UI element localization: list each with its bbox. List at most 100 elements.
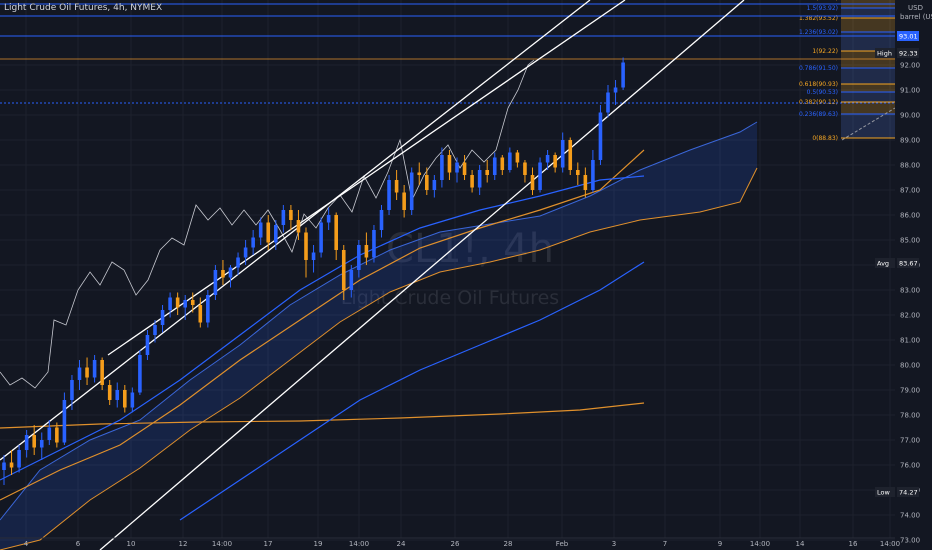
candle-body bbox=[326, 215, 331, 223]
candle-body bbox=[440, 155, 444, 180]
grid bbox=[0, 0, 895, 541]
candle bbox=[100, 357, 104, 390]
moving-average-mid bbox=[0, 149, 645, 501]
candle-body bbox=[296, 220, 301, 233]
candle-body bbox=[123, 390, 127, 408]
candle-body bbox=[266, 222, 271, 243]
candle-body bbox=[545, 155, 550, 163]
candle bbox=[538, 157, 542, 193]
candle-body bbox=[372, 230, 376, 258]
candle-body bbox=[228, 267, 233, 278]
candle-body bbox=[576, 170, 580, 175]
price-tag-label: High bbox=[877, 50, 892, 58]
price-tick-label: 77.00 bbox=[900, 437, 920, 445]
candle-body bbox=[455, 162, 459, 173]
candle-body bbox=[236, 257, 240, 268]
channel-middle bbox=[107, 0, 626, 356]
candle-body bbox=[289, 210, 293, 220]
candle bbox=[372, 225, 376, 263]
watermark-name: Light Crude Oil Futures bbox=[341, 287, 559, 309]
candle bbox=[175, 292, 180, 315]
candle bbox=[470, 170, 474, 193]
candle-body bbox=[364, 245, 369, 258]
candle bbox=[266, 215, 271, 250]
price-tick-label: 89.00 bbox=[900, 137, 920, 145]
candle-body bbox=[598, 112, 603, 160]
candle-body bbox=[311, 252, 316, 260]
candle bbox=[568, 137, 573, 175]
candle-body bbox=[160, 310, 165, 325]
price-tag-label: Low bbox=[877, 489, 890, 497]
candle bbox=[251, 230, 255, 255]
candle bbox=[2, 455, 6, 485]
candle bbox=[47, 420, 52, 445]
candle-body bbox=[379, 210, 384, 230]
candle bbox=[432, 175, 437, 198]
candle bbox=[560, 132, 565, 173]
fib-level-label: 0.382(90.12) bbox=[799, 99, 838, 106]
candle-body bbox=[319, 222, 323, 253]
candle-body bbox=[100, 360, 104, 385]
price-tick-label: 76.00 bbox=[900, 462, 920, 470]
candle bbox=[583, 167, 588, 198]
price-tick-label: 87.00 bbox=[900, 187, 920, 195]
price-axis-bg bbox=[895, 0, 932, 550]
price-tick-label: 90.00 bbox=[900, 112, 920, 120]
price-tag-value: 74.27 bbox=[899, 489, 918, 497]
price-tick-label: 83.00 bbox=[900, 287, 920, 295]
candle bbox=[55, 422, 59, 448]
moving-average-fast bbox=[0, 175, 645, 481]
candle-body bbox=[349, 270, 354, 290]
candle bbox=[39, 432, 44, 460]
candle bbox=[62, 392, 67, 445]
time-tick-label: 17 bbox=[264, 540, 273, 548]
price-tag: Low 74.27 bbox=[875, 487, 919, 497]
candle-body bbox=[560, 140, 565, 168]
candle-body bbox=[515, 152, 520, 163]
candle bbox=[168, 292, 172, 318]
candle-body bbox=[153, 325, 157, 335]
candle-body bbox=[508, 152, 512, 170]
candle bbox=[130, 387, 135, 413]
price-tick-label: 86.00 bbox=[900, 212, 920, 220]
candle-body bbox=[9, 462, 14, 468]
candle bbox=[236, 252, 240, 275]
candle bbox=[319, 217, 323, 258]
fib-level-label: 1.236(93.02) bbox=[799, 29, 838, 36]
price-tag-label-bg bbox=[875, 48, 895, 58]
candle-body bbox=[17, 450, 21, 468]
candle bbox=[598, 105, 603, 165]
fib-level-label: 0.5(90.53) bbox=[807, 89, 838, 96]
candle-body bbox=[447, 155, 452, 173]
candle bbox=[115, 382, 120, 408]
time-tick-label: 14:00 bbox=[212, 540, 232, 548]
time-tick-label: 19 bbox=[314, 540, 323, 548]
price-tick-label: 88.00 bbox=[900, 162, 920, 170]
fib-level-label: 1.5(93.92) bbox=[807, 5, 838, 12]
candle-body bbox=[500, 157, 505, 170]
candle bbox=[462, 155, 467, 180]
candle-body bbox=[183, 300, 187, 308]
candle-body bbox=[251, 237, 255, 248]
time-axis[interactable]: 4 6 10 12 14:00 17 19 14:00 24 26 28 Feb 3 7 9 14:00 14 1… bbox=[0, 537, 900, 548]
candle bbox=[289, 205, 293, 230]
candle bbox=[213, 265, 218, 300]
candle-body bbox=[583, 175, 588, 190]
candle bbox=[387, 175, 391, 215]
price-tag-bg bbox=[897, 258, 919, 268]
fib-retracement[interactable]: 1.618(94.12) 1.5(93.92) 1.382(93.52) 1.236(… bbox=[0, 0, 895, 142]
currency-box[interactable]: USD barrel (US) bbox=[897, 2, 932, 28]
price-axis[interactable]: 92.00 91.00 90.00 89.00 88.00 87.00 86.00 85.00… bbox=[895, 0, 932, 550]
candle bbox=[153, 320, 157, 343]
candle-body bbox=[523, 162, 527, 175]
candle bbox=[258, 217, 263, 245]
candle-body bbox=[462, 162, 467, 175]
price-tag-bg bbox=[897, 31, 919, 41]
candle bbox=[379, 205, 384, 238]
candle bbox=[515, 150, 520, 168]
time-tick-label: 28 bbox=[504, 540, 513, 548]
time-tick-label: 14:00 bbox=[880, 540, 900, 548]
price-tag: High 92.33 bbox=[875, 48, 919, 58]
currency-code: USD bbox=[908, 4, 923, 12]
